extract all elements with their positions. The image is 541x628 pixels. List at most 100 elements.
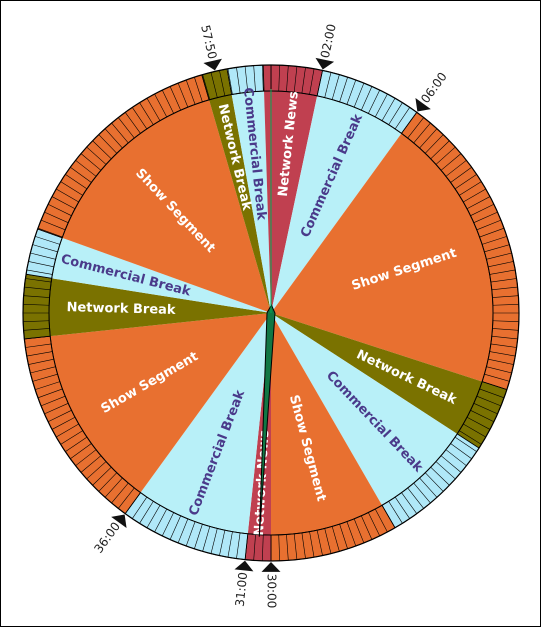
ring-tick [491, 335, 518, 340]
ring-tick [368, 89, 380, 114]
ring-tick [98, 472, 118, 492]
ring-tick [374, 93, 388, 118]
ring-tick [489, 269, 516, 275]
ring-tick [162, 512, 174, 537]
ring-tick [450, 166, 472, 183]
clock-hand [258, 89, 276, 537]
ring-tick [177, 82, 189, 108]
ring-tick [301, 532, 306, 559]
ring-tick [488, 358, 514, 365]
ring-news-bottom [244, 533, 272, 562]
ring-tick [278, 534, 280, 561]
wedge-show-3 [48, 313, 271, 495]
ring-tick [324, 528, 332, 554]
ring-tick [450, 443, 472, 460]
time-marker-pointer [315, 57, 335, 70]
ring-tick [401, 112, 418, 134]
ring-tick [309, 531, 315, 558]
ring-tick [98, 134, 118, 154]
time-marker-pointer [234, 560, 254, 572]
ring-tick [227, 68, 233, 95]
ring-tick [331, 526, 340, 552]
ring-tick [146, 98, 161, 121]
ring-tick [124, 492, 141, 514]
ring-tick [492, 295, 519, 298]
ring-tick [111, 482, 129, 504]
ring-tick [51, 196, 76, 210]
ring-tick [490, 278, 517, 283]
ring-tick [132, 496, 148, 519]
ring-tick [489, 351, 516, 357]
ring-tick [35, 381, 60, 390]
ring-tick [154, 508, 168, 533]
ring-tick [488, 261, 514, 268]
wedge-netbreak-3 [208, 92, 271, 313]
ring-tick [111, 122, 129, 144]
ring-tick [104, 128, 123, 149]
ring-tick [413, 122, 431, 144]
ring-tick [56, 423, 79, 438]
ring-tick [146, 505, 161, 528]
ring-tick [104, 477, 123, 498]
ring-tick [118, 487, 135, 509]
ring-tick [44, 403, 69, 415]
ring-tick [44, 211, 69, 223]
ring-tick [374, 508, 388, 533]
ring-tick [339, 77, 348, 102]
time-marker-pointer [415, 98, 431, 112]
ring-tick [459, 181, 482, 196]
time-marker-label: 36:00 [91, 520, 123, 556]
ring-tick [56, 188, 79, 203]
ring-tick [40, 395, 66, 407]
ring-tick [331, 74, 340, 100]
ring-tick [278, 65, 280, 92]
ring-tick [244, 66, 249, 93]
ring-tick [35, 236, 60, 245]
ring-tick [25, 278, 52, 283]
minute-ring [22, 64, 520, 562]
ring-tick [353, 518, 365, 544]
ring-tick [479, 227, 505, 238]
ring-tick [75, 449, 97, 466]
ring-tick [368, 512, 380, 537]
ring-tick [463, 188, 486, 203]
segment-label-netbreak-2: Network Break [66, 300, 176, 318]
time-marker-label: 31:00 [233, 571, 251, 607]
ring-tick [454, 436, 477, 452]
ring-tick [293, 66, 298, 93]
ring-tick [37, 227, 63, 238]
ring-tick [388, 501, 403, 524]
ring-tick [65, 436, 88, 452]
ring-tick [185, 79, 196, 105]
ring-tick [75, 160, 97, 177]
wedge-show-1 [271, 131, 495, 383]
ring-tick [70, 166, 92, 183]
ring-tick [86, 461, 107, 480]
ring-tick [492, 304, 519, 306]
ring-tick [86, 146, 107, 165]
ring-tick [30, 366, 56, 374]
wedge-news-top [271, 89, 318, 313]
ring-tick [476, 219, 502, 231]
ring-tick [430, 140, 450, 160]
ring-tick [484, 373, 510, 382]
time-marker-label: 06:00 [418, 70, 450, 106]
ring-tick [23, 320, 50, 322]
ring-tick [30, 252, 56, 260]
ring-tick [440, 153, 462, 171]
ring-tick [28, 261, 54, 268]
ring-tick [473, 211, 498, 223]
segment-wedges [47, 89, 495, 537]
ring-tick [227, 531, 233, 558]
ring-tick [476, 395, 502, 407]
ring-tick [394, 496, 410, 519]
ring-tick [26, 269, 53, 275]
ring-tick [92, 466, 112, 486]
ring-tick [470, 204, 495, 216]
ring-tick [445, 160, 467, 177]
ring-tick [286, 65, 289, 92]
ring-tick [253, 534, 256, 561]
ring-tick [490, 343, 517, 348]
ring-tick [202, 74, 211, 100]
ring-tick [139, 102, 154, 125]
